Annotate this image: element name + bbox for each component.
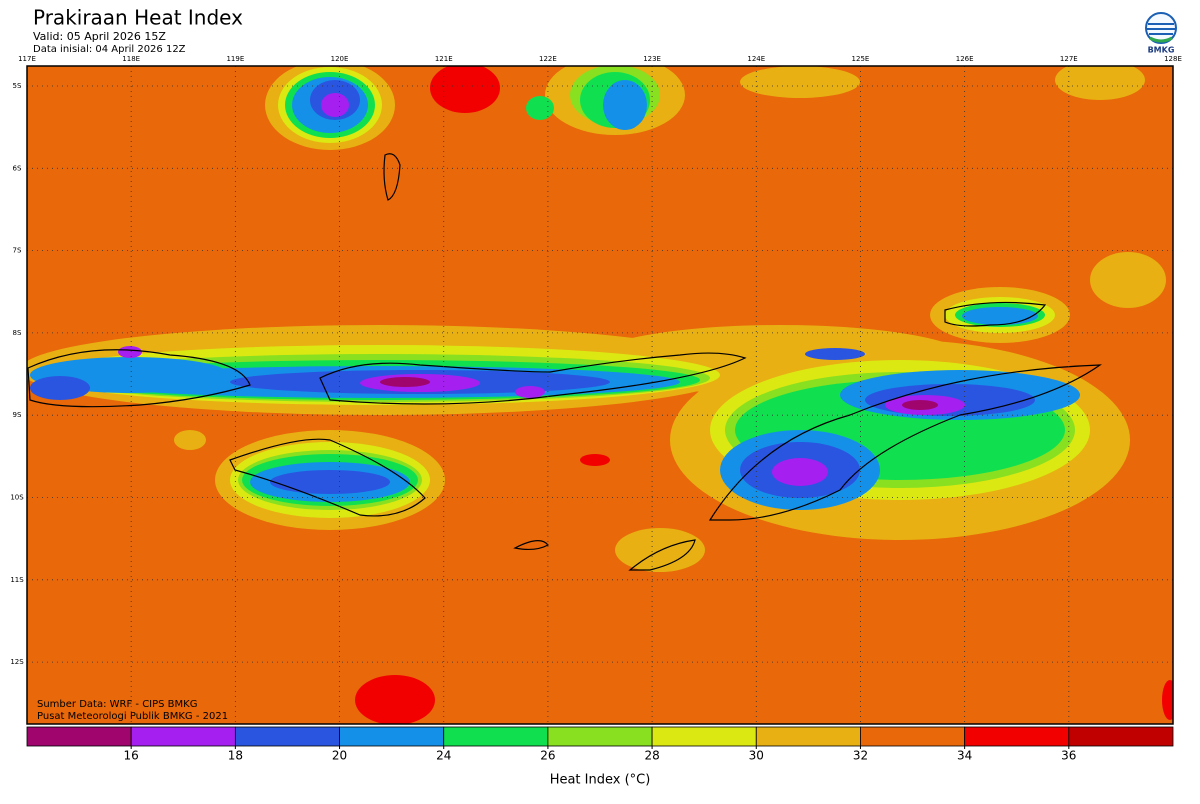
longitude-label: 122E [539, 55, 557, 63]
colorbar-tick-label: 24 [436, 749, 451, 763]
heat-field [27, 66, 1173, 724]
valid-time: Valid: 05 April 2026 15Z [33, 30, 166, 43]
colorbar-tick-label: 28 [644, 749, 659, 763]
colorbar-tick-label: 32 [853, 749, 868, 763]
colorbar-tick-label: 30 [749, 749, 764, 763]
colorbar-box [964, 726, 1070, 747]
colorbar-tick-label: 18 [228, 749, 243, 763]
latitude-label: 10S [10, 494, 24, 502]
colorbar-box [547, 726, 653, 747]
colorbar-box [130, 726, 236, 747]
longitude-label: 125E [852, 55, 870, 63]
logo-text: BMKG [1148, 46, 1175, 55]
longitude-label: 121E [435, 55, 453, 63]
colorbar-box [651, 726, 757, 747]
colorbar-box [26, 726, 132, 747]
latitude-label: 7S [13, 247, 22, 255]
latitude-label: 8S [13, 329, 22, 337]
logo: BMKG [1145, 12, 1177, 55]
colorbar-title: Heat Index (°C) [550, 773, 651, 788]
longitude-label: 124E [747, 55, 765, 63]
latitude-label: 5S [13, 82, 22, 90]
longitude-label: 119E [226, 55, 244, 63]
colorbar-tick-label: 34 [957, 749, 972, 763]
credit-note: Pusat Meteorologi Publik BMKG - 2021 [37, 711, 228, 722]
longitude-label: 127E [1060, 55, 1078, 63]
colorbar: 16 18 20 24 26 28 30 32 34 36 [26, 726, 1174, 763]
colorbar-tick-label: 20 [332, 749, 347, 763]
colorbar-box [339, 726, 445, 747]
source-note: Sumber Data: WRF - CIPS BMKG [37, 699, 197, 710]
latitude-label: 11S [10, 576, 24, 584]
longitude-label: 128E [1164, 55, 1182, 63]
latitude-label: 9S [13, 411, 22, 419]
colorbar-tick-label: 16 [124, 749, 139, 763]
latitude-label: 6S [13, 164, 22, 172]
graticule: 117E 118E 119E 120E 121E 122E 123E 124E 125E 126E… [10, 55, 1182, 724]
longitude-label: 117E [18, 55, 36, 63]
colorbar-box [860, 726, 966, 747]
longitude-label: 123E [643, 55, 661, 63]
initial-time: Data inisial: 04 April 2026 12Z [33, 44, 186, 55]
colorbar-tick-label: 26 [540, 749, 555, 763]
longitude-label: 126E [956, 55, 974, 63]
map-frame [26, 65, 1174, 725]
title: Prakiraan Heat Index [33, 6, 243, 30]
latitude-label: 12S [10, 658, 24, 666]
colorbar-tick-label: 36 [1061, 749, 1076, 763]
colorbar-box [443, 726, 549, 747]
longitude-label: 120E [331, 55, 349, 63]
longitude-label: 118E [122, 55, 140, 63]
colorbar-box [755, 726, 861, 747]
colorbar-box [234, 726, 340, 747]
colorbar-box [1068, 726, 1174, 747]
